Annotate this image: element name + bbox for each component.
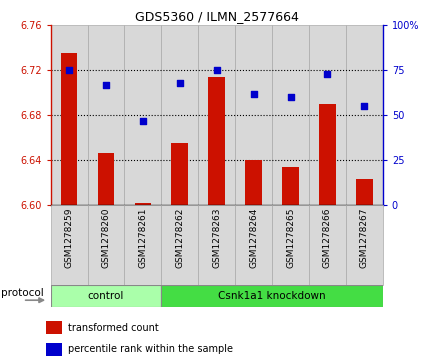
Text: protocol: protocol (1, 288, 44, 298)
Text: GSM1278263: GSM1278263 (212, 208, 221, 268)
Bar (235, 205, 272, 285)
Bar (198, 25, 235, 205)
Point (287, 94, 294, 100)
Bar (319, 104, 336, 205)
Bar (282, 167, 299, 205)
Bar (172, 143, 188, 205)
Point (103, 82, 110, 87)
Text: control: control (88, 291, 124, 301)
Text: GSM1278259: GSM1278259 (65, 208, 73, 268)
Bar (346, 25, 383, 205)
Bar (356, 179, 373, 205)
Bar (61, 53, 77, 205)
Text: GSM1278267: GSM1278267 (360, 208, 369, 268)
Title: GDS5360 / ILMN_2577664: GDS5360 / ILMN_2577664 (135, 10, 299, 23)
Bar (161, 285, 383, 307)
Point (176, 80, 183, 86)
Bar (198, 205, 235, 285)
Bar (98, 154, 114, 205)
Point (213, 68, 220, 73)
Bar (309, 205, 346, 285)
Text: GSM1278266: GSM1278266 (323, 208, 332, 268)
Bar (346, 205, 383, 285)
Text: transformed count: transformed count (68, 323, 159, 333)
Bar (88, 205, 125, 285)
Bar (161, 205, 198, 285)
Bar (46, 343, 62, 356)
Text: GSM1278260: GSM1278260 (102, 208, 110, 268)
Bar (235, 25, 272, 205)
Bar (272, 205, 309, 285)
Point (66, 68, 73, 73)
Bar (272, 25, 309, 205)
Text: GSM1278265: GSM1278265 (286, 208, 295, 268)
Point (250, 91, 257, 97)
Point (324, 71, 331, 77)
Bar (209, 77, 225, 205)
Bar (51, 205, 88, 285)
Bar (125, 205, 161, 285)
Point (361, 103, 368, 109)
Point (139, 118, 147, 123)
Bar (246, 160, 262, 205)
Text: GSM1278264: GSM1278264 (249, 208, 258, 268)
Text: GSM1278261: GSM1278261 (138, 208, 147, 268)
Text: percentile rank within the sample: percentile rank within the sample (68, 344, 233, 354)
Text: GSM1278262: GSM1278262 (175, 208, 184, 268)
Bar (135, 203, 151, 205)
Bar (51, 25, 88, 205)
Bar (51, 285, 161, 307)
Bar (161, 25, 198, 205)
Bar (88, 25, 125, 205)
Bar (309, 25, 346, 205)
Text: Csnk1a1 knockdown: Csnk1a1 knockdown (218, 291, 326, 301)
Bar (46, 321, 62, 334)
Bar (125, 25, 161, 205)
